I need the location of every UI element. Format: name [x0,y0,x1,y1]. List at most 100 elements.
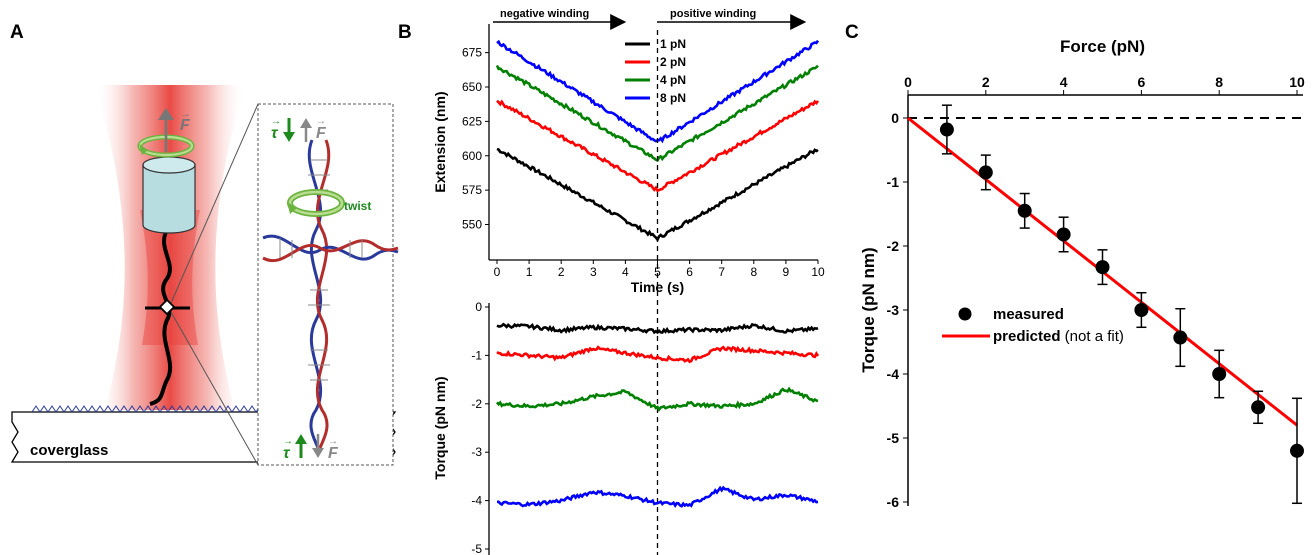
legend-entry-predicted: predicted (not a fit) [993,328,1124,345]
x-tick-label: 8 [750,265,757,279]
svg-text:→: → [180,108,191,120]
annotation-negative-winding: negative winding [500,8,589,20]
torque-trace-1pN [496,322,819,335]
dna-inset-box [257,103,394,466]
y-tick-label: -5 [887,430,900,446]
svg-text:→: → [283,436,293,447]
y-axis-label: Extension (nm) [432,91,448,192]
x-tick-label: 4 [1060,74,1068,90]
y-tick-label: 550 [462,218,482,232]
x-tick-label: 7 [718,265,725,279]
legend-marker [958,307,972,321]
y-tick-label: 0 [891,110,899,126]
data-point [1017,203,1032,218]
annotation-positive-winding: positive winding [670,8,756,20]
chart-torque-vs-force: 0 2 4 6 8 10 -6 -5 -4 -3 -2 -1 0 Force (pN) Torque (pN… [859,37,1305,510]
y-tick-label: -5 [471,542,482,555]
x-tick-label: 0 [904,74,912,90]
legend-entry: 1 pN [660,37,686,51]
x-tick-label: 9 [783,265,790,279]
data-point [1173,330,1188,345]
x-tick-label: 2 [982,74,990,90]
y-tick-label: -1 [471,348,482,362]
dna-helix-illustration: twist [262,139,399,449]
y-tick-label: -6 [887,494,900,510]
torque-symbol-top: τ [271,125,279,142]
x-tick-label: 3 [590,265,597,279]
legend-entry: 2 pN [660,55,686,69]
inset-top-labels: τ → F → [271,116,327,142]
force-symbol-inset-bottom: F [328,445,339,462]
force-up-arrow-icon [300,118,312,128]
x-axis-label: Force (pN) [1060,37,1145,56]
twist-arrow-icon [287,202,297,214]
inset-bottom-labels: τ → F → [283,434,339,462]
torque-down-arrow-icon [283,132,295,142]
force-symbol-inset-top: F [316,125,327,142]
x-tick-label: 1 [526,265,533,279]
torque-up-arrow-icon [295,434,307,444]
data-point [1290,443,1304,458]
coverglass-label: coverglass [30,442,108,459]
cylinder [142,156,196,234]
y-tick-label: 650 [462,80,482,94]
legend-c: measured predicted (not a fit) [942,306,1124,345]
twist-label: twist [344,199,371,213]
legend-entry: 4 pN [660,73,686,87]
legend-entry-measured: measured [993,306,1064,323]
panel-letter-b: B [398,22,412,43]
data-point [1056,227,1071,242]
panel-letter-a: A [10,22,24,43]
torque-trace-8pN [497,485,819,509]
force-symbol-top: F [180,117,191,134]
data-point [1251,400,1266,415]
twist-marker [158,298,176,316]
y-axis-label: Torque (pN nm) [432,376,448,479]
y-axis-label: Torque (pN nm) [859,247,878,372]
legend-entry: 8 pN [660,91,686,105]
svg-text:→: → [316,116,326,127]
x-tick-label: 0 [494,265,501,279]
chart-torque-vs-time: -5 -4 -3 -2 -1 0 Torque (pN nm) [432,300,820,555]
y-tick-label: 625 [462,114,482,128]
y-tick-label: 575 [462,183,482,197]
legend-top: 1 pN 2 pN 4 pN 8 pN [625,37,686,105]
x-tick-label: 10 [1289,74,1305,90]
torque-symbol-bottom: τ [283,445,291,462]
laser-beam [95,85,245,410]
y-tick-label: 600 [462,149,482,163]
winding-annotations: negative winding positive winding [493,8,807,30]
data-point [1212,367,1227,381]
data-point [978,165,993,180]
y-tick-label: -4 [471,494,482,508]
y-tick-label: -1 [887,174,900,190]
schematic-panel: coverglass F → [10,85,399,466]
x-tick-label: 8 [1215,74,1223,90]
panel-letter-c: C [845,22,859,43]
y-tick-label: -2 [471,397,482,411]
torque-trace-2pN [496,345,820,364]
svg-text:→: → [328,436,338,447]
y-tick-label: -3 [887,302,900,318]
svg-text:→: → [271,116,281,127]
data-point [1095,260,1110,275]
y-tick-label: 675 [462,46,482,60]
x-tick-label: 10 [811,265,825,279]
x-tick-label: 4 [622,265,629,279]
dna-tether [149,231,173,406]
x-tick-label: 6 [1138,74,1146,90]
data-point [939,122,954,137]
y-tick-label: -2 [887,238,900,254]
torque-trace-4pN [495,386,819,412]
y-tick-label: -4 [887,366,900,382]
x-tick-label: 6 [686,265,693,279]
x-tick-label: 2 [558,265,565,279]
data-point [1134,303,1149,317]
y-tick-label: -3 [471,445,482,459]
force-down-arrow-icon [312,448,324,458]
force-arrow-icon [158,108,174,120]
y-tick-label: 0 [475,300,482,314]
series-line-2pN [496,99,820,193]
